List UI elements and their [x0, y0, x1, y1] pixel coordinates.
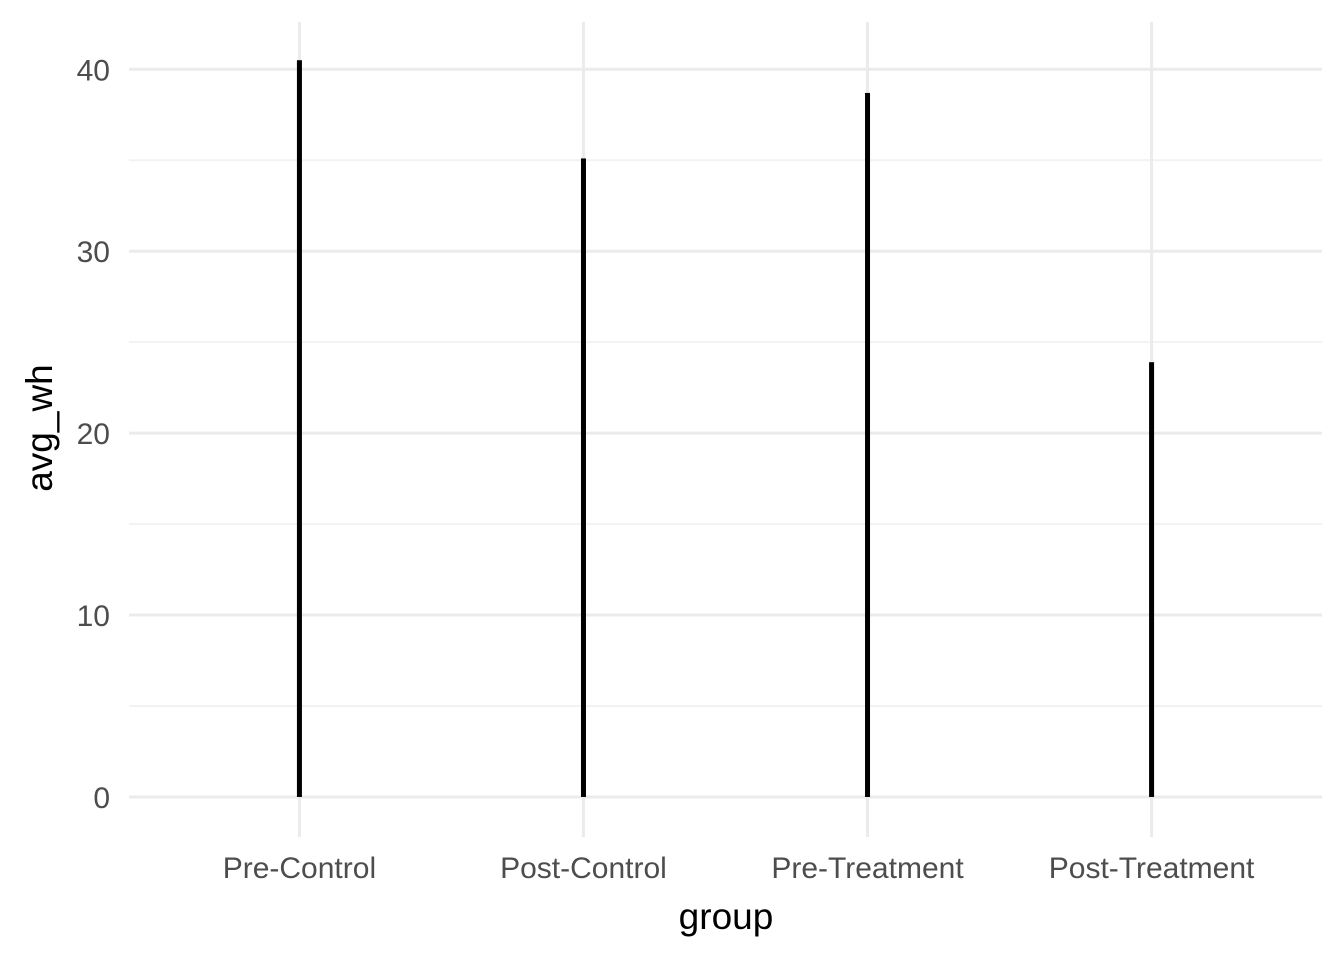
- y-tick-label: 0: [93, 782, 110, 815]
- y-axis-tick-labels: 0 10 20 30 40: [77, 54, 110, 815]
- x-axis-tick-labels: Pre-Control Post-Control Pre-Treatment Post…: [223, 852, 1255, 885]
- x-tick-label: Post-Treatment: [1049, 852, 1255, 885]
- bar-pre-treatment: [865, 92, 871, 797]
- x-tick-label: Post-Control: [500, 852, 667, 885]
- x-axis-title: group: [679, 896, 774, 937]
- x-tick-label: Pre-Control: [223, 852, 376, 885]
- bar-post-control: [580, 158, 586, 797]
- y-tick-label: 40: [77, 54, 110, 87]
- y-tick-label: 30: [77, 236, 110, 269]
- grid-lines: [129, 22, 1322, 837]
- y-axis-title: avg_wh: [19, 364, 60, 492]
- bar-post-treatment: [1149, 362, 1155, 797]
- bars: [296, 60, 1155, 797]
- y-tick-label: 20: [77, 418, 110, 451]
- y-tick-label: 10: [77, 600, 110, 633]
- bar-pre-control: [296, 60, 302, 797]
- x-tick-label: Pre-Treatment: [771, 852, 964, 885]
